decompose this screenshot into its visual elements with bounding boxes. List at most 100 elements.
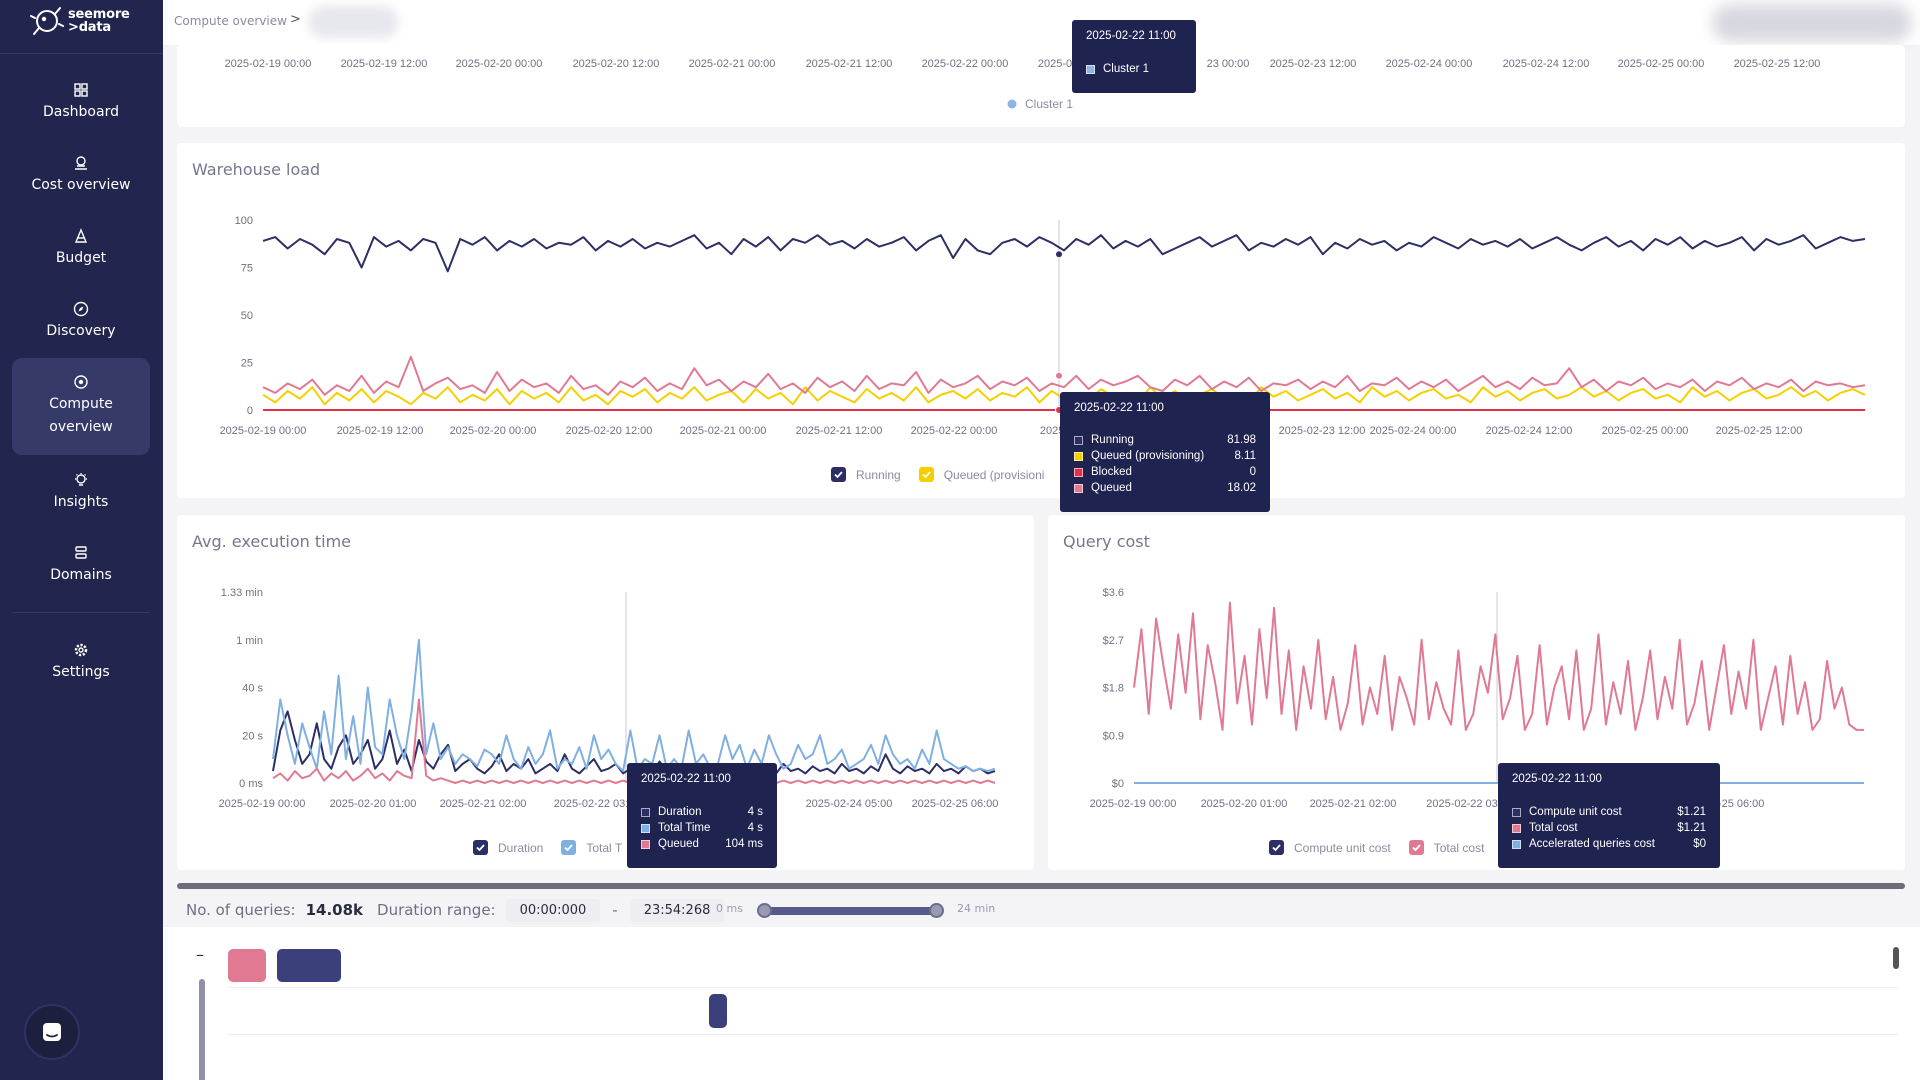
tooltip-swatch bbox=[1074, 451, 1083, 461]
x-tick-label: 2025-02-21 02:00 bbox=[1310, 798, 1397, 810]
series-line-running[interactable] bbox=[262, 234, 1866, 273]
breadcrumb-root[interactable]: Compute overview bbox=[174, 14, 287, 28]
tooltip-label: Queued bbox=[1091, 482, 1132, 494]
sidebar-item-discovery[interactable]: Discovery bbox=[12, 301, 150, 342]
legend-item-total-cost[interactable]: Total cost bbox=[1408, 840, 1485, 855]
tooltip-label: Queued bbox=[658, 838, 699, 850]
x-tick-label: 2025-02-19 00:00 bbox=[219, 798, 306, 810]
avg-execution-time-legend: Duration Total T bbox=[473, 840, 640, 855]
legend-item-cluster-1[interactable]: Cluster 1 bbox=[1007, 97, 1073, 111]
timeline-vertical-bar bbox=[199, 979, 205, 1080]
cost-icon bbox=[75, 156, 87, 170]
filter-row: No. of queries: 14.08k Duration range: 0… bbox=[186, 898, 725, 922]
panel-scrollbar[interactable] bbox=[1893, 947, 1899, 969]
legend-item-queued-provisioning[interactable]: Queued (provisioni bbox=[918, 467, 1045, 482]
tooltip-swatch bbox=[1512, 823, 1521, 833]
sidebar-item-budget[interactable]: Budget bbox=[12, 228, 150, 269]
cluster-chart: 2025-02-19 00:00 2025-02-19 12:00 2025-02-… bbox=[225, 58, 1821, 70]
duration-slider-track[interactable] bbox=[764, 907, 936, 915]
breadcrumb-separator: > bbox=[290, 12, 301, 27]
brand-line1: seemore bbox=[68, 7, 130, 22]
tooltip-title: 2025-02-22 11:00 bbox=[1512, 773, 1602, 785]
duration-slider-min-handle[interactable] bbox=[757, 903, 772, 918]
sidebar-item-label: Compute overview bbox=[49, 396, 113, 435]
brand-logo[interactable]: seemore >data bbox=[30, 6, 130, 36]
legend-item-compute-unit-cost[interactable]: Compute unit cost bbox=[1269, 840, 1391, 855]
query-cost-tooltip: 2025-02-22 11:00 Compute unit cost $1.21 … bbox=[1498, 763, 1720, 868]
tooltip-value: 8.11 bbox=[1234, 450, 1256, 462]
legend-dot-icon bbox=[1007, 99, 1017, 109]
duration-slider-max-handle[interactable] bbox=[929, 903, 944, 918]
legend-item-duration[interactable]: Duration bbox=[473, 840, 543, 855]
y-tick-label: 75 bbox=[241, 263, 253, 275]
x-tick-label: 2025-02-25 00:00 bbox=[1602, 425, 1689, 437]
sidebar-item-dashboard[interactable]: Dashboard bbox=[12, 82, 150, 123]
sidebar-item-label: Budget bbox=[55, 250, 107, 266]
y-tick-label: 25 bbox=[241, 358, 253, 370]
avg-execution-time-chart[interactable]: 1.33 min 1 min 40 s 20 s 0 ms 2025-02-19 00:0… bbox=[177, 515, 1034, 870]
x-tick-label: 2025-02-24 12:00 bbox=[1486, 425, 1573, 437]
query-cost-title: Query cost bbox=[1063, 532, 1150, 551]
sidebar-item-domains[interactable]: Domains bbox=[12, 545, 150, 586]
timeline-marker-navy[interactable] bbox=[277, 949, 341, 982]
series-line-queued[interactable] bbox=[262, 355, 1866, 396]
tooltip-value: 4 s bbox=[747, 806, 763, 818]
x-tick-label: 2025-02-20 01:00 bbox=[330, 798, 417, 810]
x-tick-label: 2025-02-23 12:00 bbox=[1279, 425, 1366, 437]
x-tick-label: 2025-02-20 00:00 bbox=[456, 58, 543, 70]
y-tick-label: $2.7 bbox=[1103, 635, 1124, 647]
tooltip-label: Queued (provisioning) bbox=[1091, 450, 1205, 462]
queries-count-label: No. of queries: bbox=[186, 901, 296, 919]
y-tick-label: 1.33 min bbox=[221, 587, 263, 599]
series-line-total-time[interactable] bbox=[272, 638, 996, 773]
sidebar-item-settings[interactable]: Settings bbox=[12, 642, 150, 683]
checkbox-checked-icon bbox=[918, 467, 934, 482]
x-tick-label: 2025-02-19 12:00 bbox=[341, 58, 428, 70]
sidebar-item-label: Cost overview bbox=[31, 177, 131, 193]
chat-support-button[interactable] bbox=[24, 1004, 80, 1060]
query-cost-chart[interactable]: $3.6 $2.7 $1.8 $0.9 $0 2025-02-19 00:00 2025-0… bbox=[1048, 515, 1905, 870]
tooltip-row: Total cost $1.21 bbox=[1512, 822, 1706, 834]
duration-to-input[interactable]: 23:54:268 bbox=[629, 898, 725, 922]
duration-from-input[interactable]: 00:00:000 bbox=[505, 898, 601, 922]
x-tick-label: 2025-0 bbox=[1038, 58, 1072, 70]
query-cost-card: Query cost $3.6 $2.7 $1.8 $0.9 $0 2025-02-19 … bbox=[1048, 515, 1905, 870]
sidebar-item-label: Domains bbox=[50, 567, 112, 583]
checkbox-checked-icon bbox=[831, 467, 846, 482]
collapse-button[interactable]: – bbox=[196, 945, 204, 964]
legend-item-total-time[interactable]: Total T bbox=[561, 840, 622, 855]
tooltip-swatch bbox=[1074, 467, 1083, 477]
gear-icon bbox=[74, 643, 88, 657]
x-tick-label: 2025-02-22 00:00 bbox=[922, 58, 1009, 70]
tooltip-label: Compute unit cost bbox=[1529, 806, 1622, 818]
tooltip-value: $0 bbox=[1693, 838, 1706, 850]
checkbox-checked-icon bbox=[473, 840, 488, 855]
user-menu-redacted[interactable] bbox=[1712, 4, 1912, 42]
tooltip-swatch bbox=[1074, 483, 1083, 493]
tooltip-swatch bbox=[1086, 64, 1095, 74]
sidebar-item-compute-overview[interactable]: Compute overview bbox=[12, 358, 150, 455]
dashboard-icon bbox=[74, 83, 88, 97]
warehouse-load-card: Warehouse load 100 75 50 25 0 2025-02-19 00:0… bbox=[177, 143, 1905, 498]
series-line-total-cost[interactable] bbox=[1133, 601, 1864, 731]
top-bar bbox=[163, 0, 1920, 45]
timeline-event[interactable] bbox=[709, 994, 727, 1028]
tooltip-swatch bbox=[1074, 435, 1083, 445]
warehouse-load-chart[interactable]: 100 75 50 25 0 2025-02-19 00:00 2025-02-19 12:… bbox=[177, 143, 1905, 498]
legend-item-running[interactable]: Running bbox=[831, 467, 901, 482]
legend-label: Queued (provisioni bbox=[943, 467, 1045, 482]
legend-label: Total cost bbox=[1433, 840, 1485, 855]
y-tick-label: 40 s bbox=[242, 683, 263, 695]
sidebar-item-insights[interactable]: Insights bbox=[12, 472, 150, 513]
section-scrollbar[interactable] bbox=[177, 883, 1905, 889]
checkbox-checked-icon bbox=[1269, 840, 1284, 855]
tooltip-label: Blocked bbox=[1091, 466, 1132, 478]
x-tick-label: 2025-02-21 00:00 bbox=[680, 425, 767, 437]
slider-min-label: 0 ms bbox=[716, 902, 743, 915]
warehouse-load-legend: Running Queued (provisioni bbox=[831, 467, 1062, 482]
timeline-marker-pink[interactable] bbox=[228, 949, 266, 982]
sidebar-item-cost-overview[interactable]: Cost overview bbox=[12, 155, 150, 196]
brand-divider bbox=[0, 53, 163, 54]
tooltip-value: 104 ms bbox=[725, 838, 763, 850]
x-tick-label: 2025-02-23 12:00 bbox=[1270, 58, 1357, 70]
